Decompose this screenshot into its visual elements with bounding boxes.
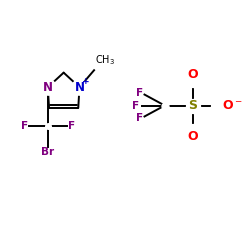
Text: F: F <box>21 121 28 131</box>
Text: Br: Br <box>41 147 54 157</box>
Text: F: F <box>136 88 143 98</box>
Text: F: F <box>132 100 140 110</box>
Text: F: F <box>136 113 143 123</box>
Text: O: O <box>188 130 198 143</box>
Text: O$^-$: O$^-$ <box>222 99 243 112</box>
Text: O: O <box>188 68 198 81</box>
Text: N: N <box>43 81 53 94</box>
Text: S: S <box>188 99 197 112</box>
Text: CH$_3$: CH$_3$ <box>95 54 115 67</box>
Text: F: F <box>68 121 75 131</box>
Text: N: N <box>74 81 85 94</box>
Text: +: + <box>82 77 90 86</box>
